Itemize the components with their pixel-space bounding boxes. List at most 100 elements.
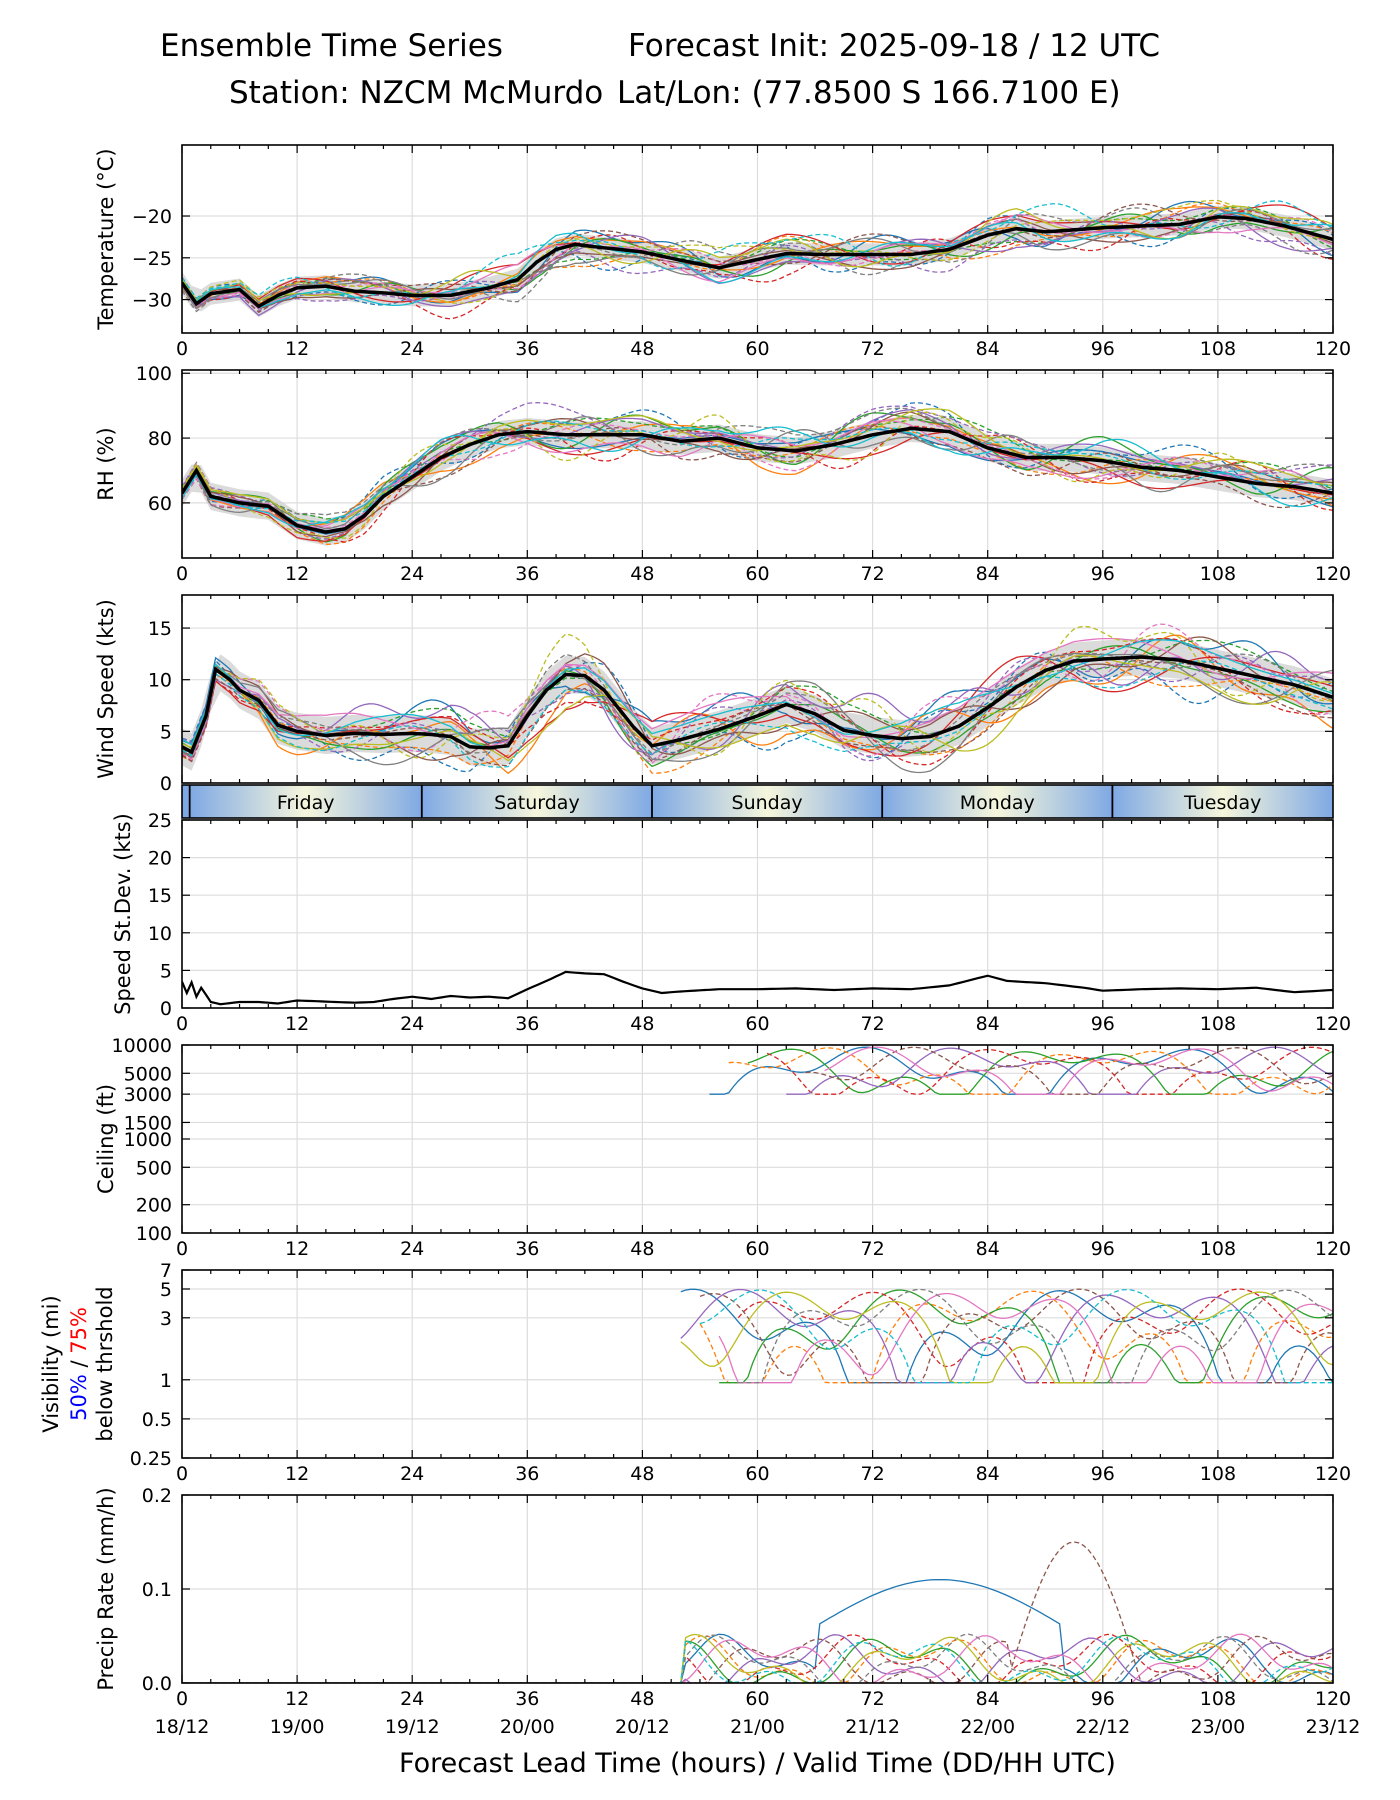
rh-member-line [182,425,1333,543]
day-strip-frame [181,784,1334,819]
y-tick-label: −25 [132,248,172,270]
x-tick-label: 12 [285,1013,309,1035]
rh-member-line [182,426,1333,528]
wind-member-line [182,652,1333,774]
y-tick-label: 25 [148,810,172,832]
y-tick-label: 80 [148,428,172,450]
y-axis-label: Temperature (°C) [94,148,118,330]
y-tick-label: 3 [160,1308,172,1330]
x-tick-label: 36 [515,1238,539,1260]
x-tick-label: 48 [630,338,654,360]
day-label: Sunday [732,792,803,814]
chart-title: Ensemble Time Series [160,28,503,64]
ceiling-member-line [766,1046,1333,1095]
y-tick-label: 100 [136,363,172,385]
y-tick-label: 5 [160,960,172,982]
x-tick-label: 120 [1315,563,1351,585]
day-label: Friday [277,792,335,814]
temperature-member-line [182,212,1333,309]
y-tick-label: 3000 [124,1084,172,1106]
x-tick-label: 12 [285,1463,309,1485]
rh-mean-line [182,426,1333,534]
valid-time-label: 19/00 [270,1716,325,1738]
x-tick-label: 72 [861,563,885,585]
precip-member-line [182,1633,1333,1683]
rh-member-line [182,408,1333,525]
x-tick-label: 108 [1200,1013,1236,1035]
x-tick-label: 120 [1315,1013,1351,1035]
y-tick-label: 0 [160,773,172,795]
x-tick-label: 24 [400,338,424,360]
y-tick-label: 500 [136,1157,172,1179]
valid-time-label: 20/12 [615,1716,670,1738]
wind-member-line [182,639,1333,756]
temperature-member-line [182,199,1333,304]
valid-time-label: 22/00 [960,1716,1015,1738]
x-tick-label: 12 [285,1688,309,1710]
y-tick-label: 10000 [112,1035,172,1057]
visibility-member-line [680,1291,1333,1384]
y-tick-label: 15 [148,885,172,907]
speed_stdev-plot-area [182,970,1333,1006]
precip-member-line [182,1633,1333,1683]
day-band [882,785,1113,818]
precip-member-line [182,1578,1333,1683]
legend-75: 75% [67,1307,91,1354]
x-tick-label: 48 [630,1688,654,1710]
x-tick-label: 24 [400,1688,424,1710]
valid-time-label: 20/00 [500,1716,555,1738]
x-tick-label: 120 [1315,1238,1351,1260]
wind-member-line [182,625,1333,759]
latlon-label: Lat/Lon: (77.8500 S 166.7100 E) [617,75,1121,111]
day-band [1112,785,1333,818]
x-tick-label: 48 [630,563,654,585]
x-tick-label: 0 [176,338,188,360]
y-axis-label: Visibility (mi) [39,1295,63,1432]
x-tick-label: 24 [400,1463,424,1485]
x-tick-label: 108 [1200,1463,1236,1485]
ceiling-member-line [728,1047,1333,1095]
visibility-member-line [699,1288,1333,1384]
x-tick-label: 48 [630,1463,654,1485]
wind-member-line [182,637,1333,766]
y-axis-label-extra: below thrshold [93,1286,117,1441]
x-tick-label: 60 [745,1688,769,1710]
x-tick-label: 36 [515,338,539,360]
visibility-plot-area [680,1288,1333,1384]
y-tick-label: 5 [160,1279,172,1301]
y-tick-label: 200 [136,1195,172,1217]
x-tick-label: 108 [1200,1688,1236,1710]
y-tick-label: 0.25 [130,1448,172,1470]
valid-time-label: 21/12 [845,1716,900,1738]
x-tick-label: 120 [1315,1463,1351,1485]
x-tick-label: 0 [176,1688,188,1710]
x-tick-label: 0 [176,1013,188,1035]
ceiling-member-line [747,1048,1333,1095]
ceiling-member-line [786,1046,1333,1095]
x-tick-label: 60 [745,563,769,585]
rh-member-line [182,417,1333,528]
temperature-member-line [182,207,1333,313]
rh-member-line [182,422,1333,545]
x-tick-label: 60 [745,1463,769,1485]
x-tick-label: 120 [1315,338,1351,360]
day-band [651,785,883,818]
x-tick-label: 84 [976,1463,1000,1485]
valid-time-label: 21/00 [730,1716,785,1738]
x-tick-label: 72 [861,1238,885,1260]
y-axis-label: Ceiling (ft) [94,1084,118,1194]
y-axis-label: Speed St.Dev. (kts) [111,813,135,1015]
x-tick-label: 84 [976,1238,1000,1260]
x-tick-label: 96 [1091,1013,1115,1035]
wind-mean-line [182,655,1333,755]
y-tick-label: 5000 [124,1063,172,1085]
visibility-member-line [719,1289,1333,1384]
x-tick-label: 36 [515,1013,539,1035]
x-tick-label: 72 [861,1013,885,1035]
day-label: Monday [960,792,1035,814]
x-tick-label: 36 [515,1688,539,1710]
x-tick-label: 120 [1315,1688,1351,1710]
valid-time-label: 22/12 [1075,1716,1130,1738]
x-tick-label: 72 [861,1688,885,1710]
